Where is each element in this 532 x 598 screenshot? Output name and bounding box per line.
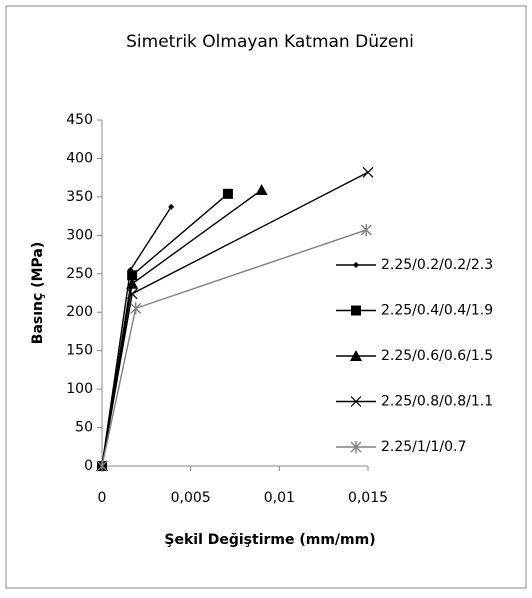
marker <box>126 277 139 289</box>
marker <box>351 305 361 316</box>
y-tick-label: 0 <box>84 458 93 474</box>
marker <box>353 262 359 268</box>
marker <box>350 396 362 407</box>
x-axis-label: Şekil Değiştirme (mm/mm) <box>164 532 375 548</box>
legend-label: 2.25/0.6/0.6/1.5 <box>381 348 493 364</box>
y-tick-label: 300 <box>66 227 93 243</box>
y-tick-label: 400 <box>66 150 93 166</box>
y-axis-label: Basınç (MPa) <box>30 242 46 344</box>
legend-label: 2.25/0.4/0.4/1.9 <box>381 303 493 319</box>
y-tick-label: 200 <box>66 304 93 320</box>
marker <box>127 270 138 281</box>
marker <box>96 460 108 472</box>
y-tick-label: 250 <box>66 266 93 282</box>
marker <box>168 203 175 210</box>
marker <box>362 166 374 178</box>
chart-title: Simetrik Olmayan Katman Düzeni <box>126 32 414 52</box>
x-tick-label: 0,015 <box>348 490 388 506</box>
legend-label: 2.25/0.8/0.8/1.1 <box>381 394 493 410</box>
marker <box>130 302 142 315</box>
marker <box>350 350 362 361</box>
legend-label: 2.25/1/1/0.7 <box>381 439 466 455</box>
y-tick-label: 350 <box>66 189 93 205</box>
marker <box>350 441 362 453</box>
x-tick-label: 0,01 <box>264 490 295 506</box>
y-tick-label: 450 <box>66 112 93 128</box>
marker <box>126 288 138 300</box>
chart-frame <box>5 5 527 589</box>
marker <box>360 223 372 236</box>
x-tick-label: 0 <box>98 490 107 506</box>
x-tick-label: 0,005 <box>171 490 211 506</box>
y-tick-label: 150 <box>66 343 93 359</box>
legend-label: 2.25/0.2/0.2/2.3 <box>381 257 493 273</box>
marker <box>255 183 268 195</box>
y-tick-label: 50 <box>75 420 93 436</box>
y-tick-label: 100 <box>66 381 93 397</box>
marker <box>222 188 233 199</box>
